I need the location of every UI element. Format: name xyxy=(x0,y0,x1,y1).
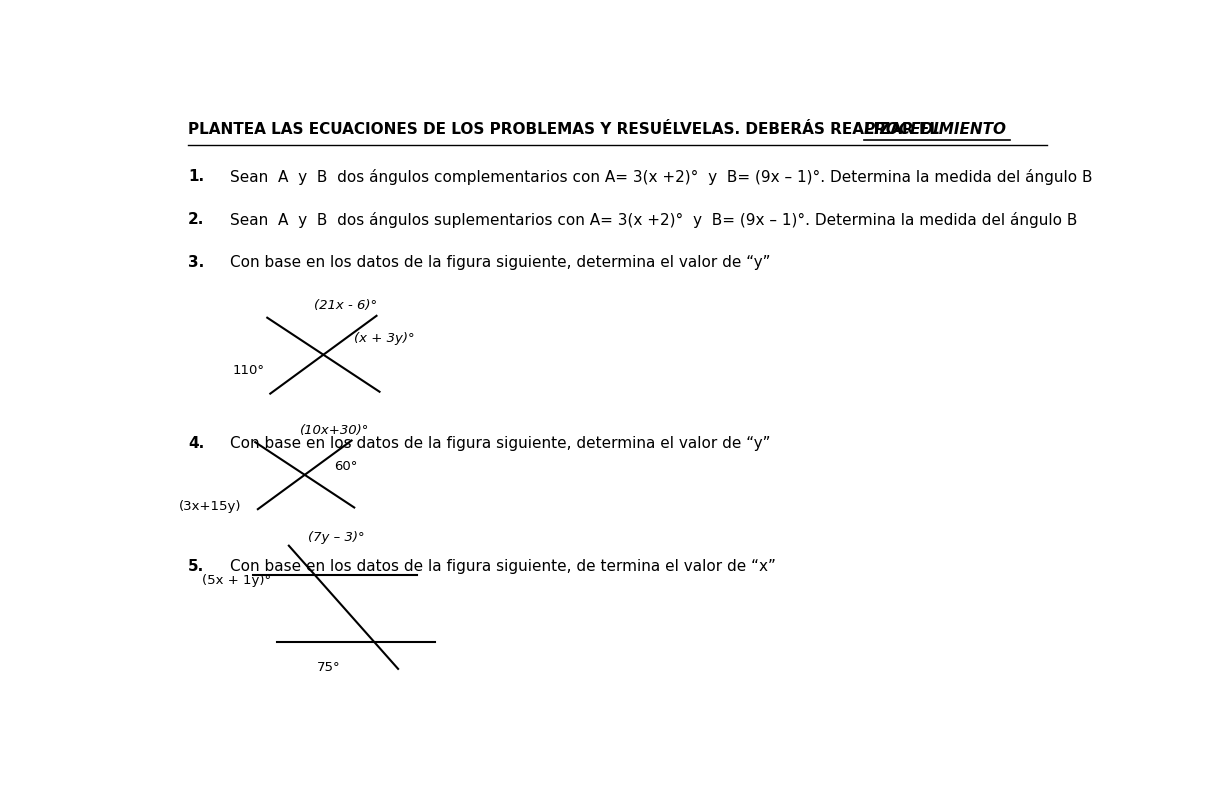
Text: (7y – 3)°: (7y – 3)° xyxy=(307,531,364,544)
Text: 5.: 5. xyxy=(188,559,204,574)
Text: Con base en los datos de la figura siguiente, determina el valor de “y”: Con base en los datos de la figura sigui… xyxy=(230,255,770,270)
Text: 3.: 3. xyxy=(188,255,204,270)
Text: 2.: 2. xyxy=(188,212,205,227)
Text: 75°: 75° xyxy=(317,661,341,674)
Text: Con base en los datos de la figura siguiente, determina el valor de “y”: Con base en los datos de la figura sigui… xyxy=(230,436,770,451)
Text: 110°: 110° xyxy=(233,364,264,377)
Text: (x + 3y)°: (x + 3y)° xyxy=(353,332,415,346)
Text: (10x+30)°: (10x+30)° xyxy=(300,424,370,437)
Text: PROCEDIMIENTO: PROCEDIMIENTO xyxy=(864,122,1007,137)
Text: PLANTEA LAS ECUACIONES DE LOS PROBLEMAS Y RESUÉLVELAS. DEBERÁS REALIZAR EL: PLANTEA LAS ECUACIONES DE LOS PROBLEMAS … xyxy=(188,122,945,137)
Text: (3x+15y): (3x+15y) xyxy=(178,500,241,514)
Text: Sean  A  y  B  dos ángulos suplementarios con A= 3(x +2)°  y  B= (9x – 1)°. Dete: Sean A y B dos ángulos suplementarios co… xyxy=(230,212,1077,228)
Text: (21x - 6)°: (21x - 6)° xyxy=(315,298,377,312)
Text: 4.: 4. xyxy=(188,436,204,451)
Text: Con base en los datos de la figura siguiente, de termina el valor de “x”: Con base en los datos de la figura sigui… xyxy=(230,559,776,574)
Text: 1.: 1. xyxy=(188,169,204,184)
Text: Sean  A  y  B  dos ángulos complementarios con A= 3(x +2)°  y  B= (9x – 1)°. Det: Sean A y B dos ángulos complementarios c… xyxy=(230,169,1093,185)
Text: 60°: 60° xyxy=(334,459,358,473)
Text: (5x + 1y)°: (5x + 1y)° xyxy=(202,574,271,587)
